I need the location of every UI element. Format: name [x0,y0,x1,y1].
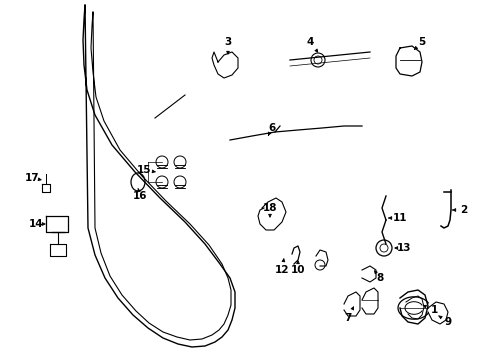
Text: 2: 2 [459,205,467,215]
Text: 7: 7 [344,313,351,323]
Text: 18: 18 [262,203,277,213]
Text: 8: 8 [376,273,383,283]
Text: 6: 6 [268,123,275,133]
Text: 11: 11 [392,213,407,223]
Text: 10: 10 [290,265,305,275]
Text: 15: 15 [137,165,151,175]
Text: 5: 5 [418,37,425,47]
Text: 12: 12 [274,265,289,275]
Text: 9: 9 [444,317,450,327]
Text: 16: 16 [132,191,147,201]
Text: 13: 13 [396,243,410,253]
Text: 14: 14 [29,219,43,229]
Text: 17: 17 [24,173,39,183]
Text: 4: 4 [305,37,313,47]
Text: 1: 1 [429,305,437,315]
Text: 3: 3 [224,37,231,47]
